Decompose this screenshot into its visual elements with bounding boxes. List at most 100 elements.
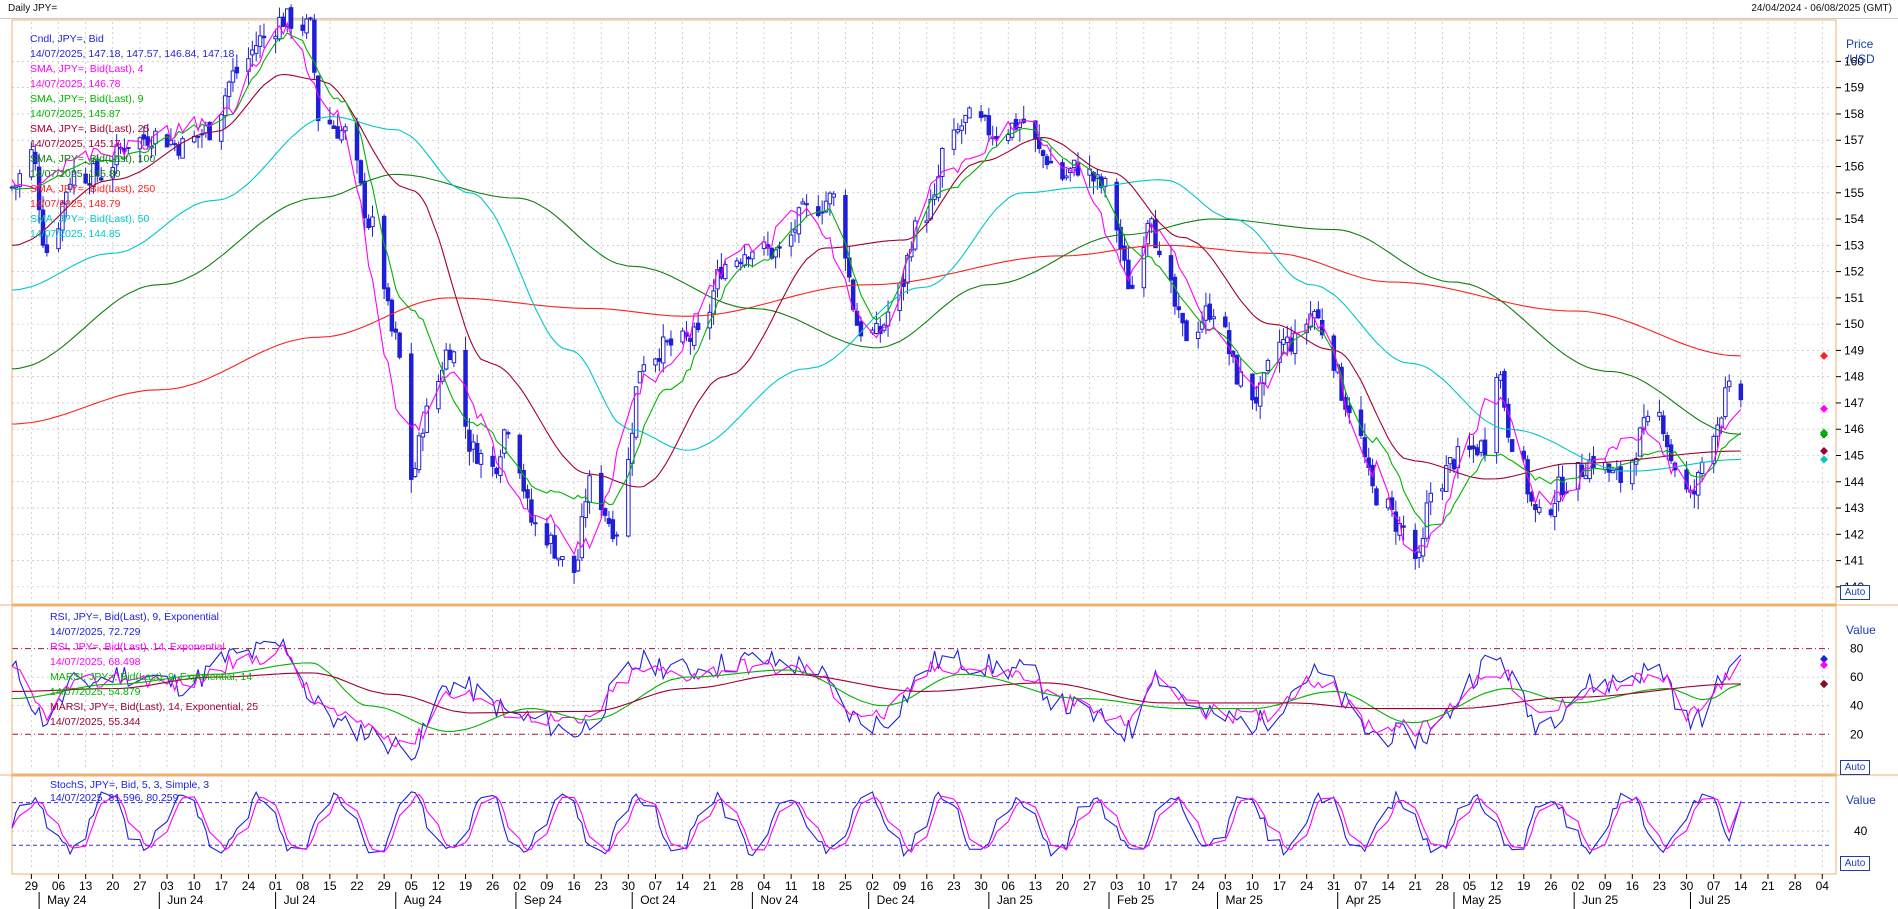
candle-body xyxy=(1630,460,1635,485)
candle-body xyxy=(312,19,317,73)
date-tick-label: 20 xyxy=(106,879,120,893)
candle-body xyxy=(723,263,728,280)
candle-body xyxy=(67,183,73,190)
candle-body xyxy=(226,81,232,97)
candle-body xyxy=(777,246,782,249)
candle-body xyxy=(1443,465,1449,492)
candle-body xyxy=(885,311,891,327)
candle-body xyxy=(71,171,77,186)
date-range: 24/04/2024 - 06/08/2025 (GMT) xyxy=(1751,3,1892,14)
month-label: Mar 25 xyxy=(1226,893,1264,907)
date-tick-label: 13 xyxy=(1029,879,1043,893)
sma-line-100 xyxy=(11,173,1741,436)
candle-body xyxy=(827,192,833,205)
stoch-legend-value-1: 14/07/2025, 81.596, 80.259 xyxy=(50,792,179,804)
chart-title: Daily JPY= xyxy=(8,3,58,14)
candle-body xyxy=(986,115,992,136)
rsi-tick-label: 20 xyxy=(1850,727,1864,741)
date-tick-label: 10 xyxy=(188,879,202,893)
candle-body xyxy=(1234,355,1240,385)
candle-body xyxy=(1281,338,1286,345)
candle-body xyxy=(335,126,340,139)
month-label: May 24 xyxy=(47,893,87,907)
candle-body xyxy=(288,7,294,29)
rsi-tick-label: 60 xyxy=(1850,670,1864,684)
candle-body xyxy=(412,467,418,478)
candle-body xyxy=(64,191,69,205)
candle-body xyxy=(858,321,864,337)
candle-body xyxy=(1102,178,1108,188)
stoch-k-line xyxy=(11,790,1742,858)
candle-body xyxy=(339,130,344,141)
candle-body xyxy=(1699,461,1705,474)
candle-body xyxy=(529,499,534,523)
candle-body xyxy=(1412,529,1418,560)
candle-body xyxy=(257,35,263,47)
date-tick-label: 14 xyxy=(1381,879,1395,893)
candle-body xyxy=(1048,160,1054,164)
price-tick-label: 150 xyxy=(1844,317,1864,331)
date-tick-label: 05 xyxy=(1463,879,1477,893)
price-legend-value-6: 14/07/2025, 148.79 xyxy=(30,198,121,210)
date-tick-label: 30 xyxy=(974,879,988,893)
month-label: Jun 24 xyxy=(167,893,203,907)
candle-body xyxy=(1738,383,1744,401)
rsi-last-value-marker xyxy=(1820,655,1828,663)
date-tick-label: 25 xyxy=(839,879,853,893)
price-legend-value-5: 14/07/2025, 145.80 xyxy=(30,168,121,180)
candle-body xyxy=(207,121,212,141)
candle-body xyxy=(843,195,848,259)
candle-body xyxy=(614,534,619,537)
candle-body xyxy=(750,251,755,260)
rsi-auto-scale-button[interactable]: Auto xyxy=(1840,760,1870,775)
price-tick-label: 145 xyxy=(1844,449,1864,463)
rsi-tick-label: 80 xyxy=(1850,642,1864,656)
price-tick-label: 141 xyxy=(1844,554,1864,568)
candle-body xyxy=(261,35,267,39)
date-tick-label: 17 xyxy=(215,879,229,893)
candle-body xyxy=(114,144,119,166)
date-tick-label: 24 xyxy=(242,879,256,893)
date-tick-label: 31 xyxy=(1327,879,1341,893)
candle-body xyxy=(1661,415,1666,435)
candle-body xyxy=(1393,511,1399,532)
candle-body xyxy=(389,299,395,332)
price-axis-title: Price xyxy=(1846,37,1874,51)
candle-body xyxy=(308,17,313,20)
candle-body xyxy=(738,261,743,265)
candle-body xyxy=(1254,396,1259,404)
price-legend-name-3: SMA, JPY=, Bid(Last), 9 xyxy=(30,93,144,105)
candle-body xyxy=(1583,475,1589,480)
candle-body xyxy=(874,322,879,334)
candle-body xyxy=(583,501,588,519)
panel-frame-1 xyxy=(11,19,1837,605)
price-tick-label: 156 xyxy=(1844,160,1864,174)
candle-body xyxy=(502,429,507,454)
candle-body xyxy=(230,70,236,83)
date-tick-label: 28 xyxy=(1436,879,1450,893)
candle-body xyxy=(831,193,837,198)
candle-body xyxy=(1521,450,1527,460)
candle-body xyxy=(381,215,387,290)
candle-body xyxy=(517,434,523,474)
price-tick-label: 146 xyxy=(1844,422,1864,436)
rsi-line-2 xyxy=(11,644,1742,748)
candle-body xyxy=(366,218,371,229)
price-legend-name-4: SMA, JPY=, Bid(Last), 25 xyxy=(30,123,150,135)
candle-body xyxy=(110,167,116,179)
date-tick-label: 02 xyxy=(866,879,880,893)
candle-body xyxy=(633,386,639,438)
candle-body xyxy=(253,45,259,54)
candle-body xyxy=(1316,309,1321,319)
candle-body xyxy=(955,129,961,133)
candle-body xyxy=(56,228,61,250)
price-auto-scale-button[interactable]: Auto xyxy=(1840,585,1870,600)
stoch-auto-scale-button[interactable]: Auto xyxy=(1840,856,1870,871)
price-tick-label: 144 xyxy=(1844,475,1864,489)
price-tick-label: 154 xyxy=(1844,212,1864,226)
candle-body xyxy=(126,147,131,150)
candle-body xyxy=(940,148,945,177)
candle-body xyxy=(1726,380,1732,388)
month-label: May 25 xyxy=(1462,893,1502,907)
